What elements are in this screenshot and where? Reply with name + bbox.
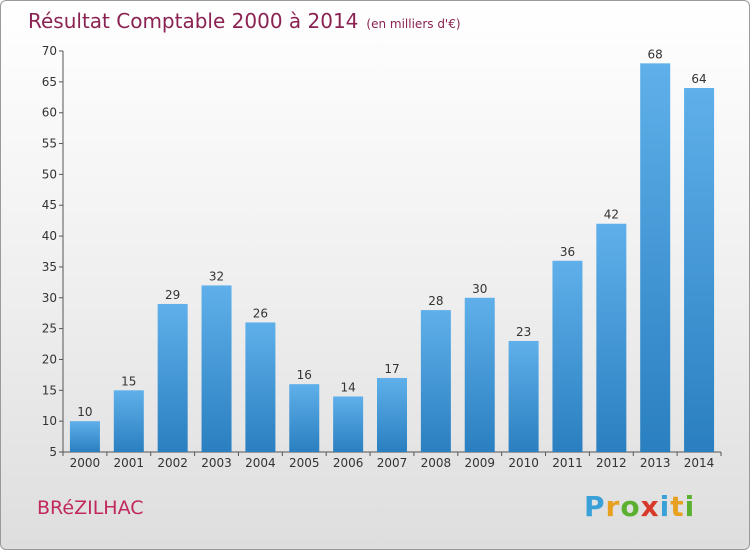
logo-letter: i — [684, 490, 696, 523]
proxiti-logo: Proxiti — [584, 490, 695, 523]
x-tick-label: 2007 — [377, 456, 408, 470]
y-tick-label: 5 — [49, 445, 57, 459]
data-label: 28 — [428, 294, 443, 308]
y-tick-label: 70 — [42, 44, 57, 58]
bar — [289, 384, 320, 452]
chart-subtitle: (en milliers d'€) — [366, 17, 461, 31]
data-label: 68 — [648, 47, 663, 61]
x-tick-label: 2014 — [684, 456, 715, 470]
bar — [552, 260, 583, 452]
data-label: 29 — [165, 288, 180, 302]
bar — [420, 310, 451, 452]
x-tick-label: 2001 — [114, 456, 145, 470]
x-tick-label: 2000 — [70, 456, 101, 470]
x-tick-label: 2003 — [201, 456, 232, 470]
logo-letter: P — [584, 490, 606, 523]
y-tick-label: 20 — [42, 352, 57, 366]
bar — [113, 390, 144, 452]
data-label: 15 — [121, 374, 136, 388]
x-tick-label: 2011 — [552, 456, 583, 470]
data-label: 36 — [560, 245, 575, 259]
y-tick-label: 30 — [42, 291, 57, 305]
commune-name: BRéZILHAC — [37, 497, 144, 519]
x-tick-label: 2006 — [333, 456, 364, 470]
y-tick-label: 45 — [42, 198, 57, 212]
x-tick-label: 2004 — [245, 456, 276, 470]
y-tick-label: 25 — [42, 322, 57, 336]
x-tick-label: 2005 — [289, 456, 320, 470]
logo-letter: o — [620, 490, 641, 523]
y-tick-label: 60 — [42, 106, 57, 120]
bar — [508, 340, 539, 452]
logo-letter: i — [659, 490, 671, 523]
data-label: 32 — [209, 269, 224, 283]
bar — [157, 303, 188, 452]
y-tick-label: 35 — [42, 260, 57, 274]
bar — [640, 63, 671, 452]
data-label: 26 — [253, 306, 268, 320]
y-tick-label: 40 — [42, 229, 57, 243]
data-label: 30 — [472, 282, 487, 296]
logo-letter: t — [670, 490, 685, 523]
logo-letter: r — [605, 490, 621, 523]
y-tick-label: 15 — [42, 383, 57, 397]
bar — [333, 396, 364, 452]
y-tick-label: 55 — [42, 137, 57, 151]
logo-letter: x — [640, 490, 660, 523]
data-label: 17 — [384, 362, 399, 376]
bar — [245, 322, 276, 452]
data-label: 14 — [340, 380, 355, 394]
data-label: 10 — [77, 405, 92, 419]
bar — [596, 223, 627, 452]
data-label: 16 — [297, 368, 312, 382]
bar — [684, 88, 715, 452]
chart-title-text: Résultat Comptable 2000 à 2014 — [28, 9, 359, 33]
x-tick-label: 2010 — [508, 456, 539, 470]
x-tick-label: 2013 — [640, 456, 671, 470]
x-tick-label: 2009 — [464, 456, 495, 470]
y-tick-label: 65 — [42, 75, 57, 89]
bar — [69, 421, 100, 452]
y-tick-label: 10 — [42, 414, 57, 428]
x-tick-label: 2008 — [421, 456, 452, 470]
y-tick-label: 50 — [42, 167, 57, 181]
data-label: 42 — [604, 208, 619, 222]
bar — [201, 285, 232, 452]
bar — [464, 297, 495, 452]
data-label: 23 — [516, 325, 531, 339]
x-tick-label: 2012 — [596, 456, 627, 470]
chart-title: Résultat Comptable 2000 à 2014 (en millie… — [28, 9, 461, 33]
bar — [377, 377, 407, 452]
x-tick-label: 2002 — [157, 456, 188, 470]
data-label: 64 — [691, 72, 706, 86]
